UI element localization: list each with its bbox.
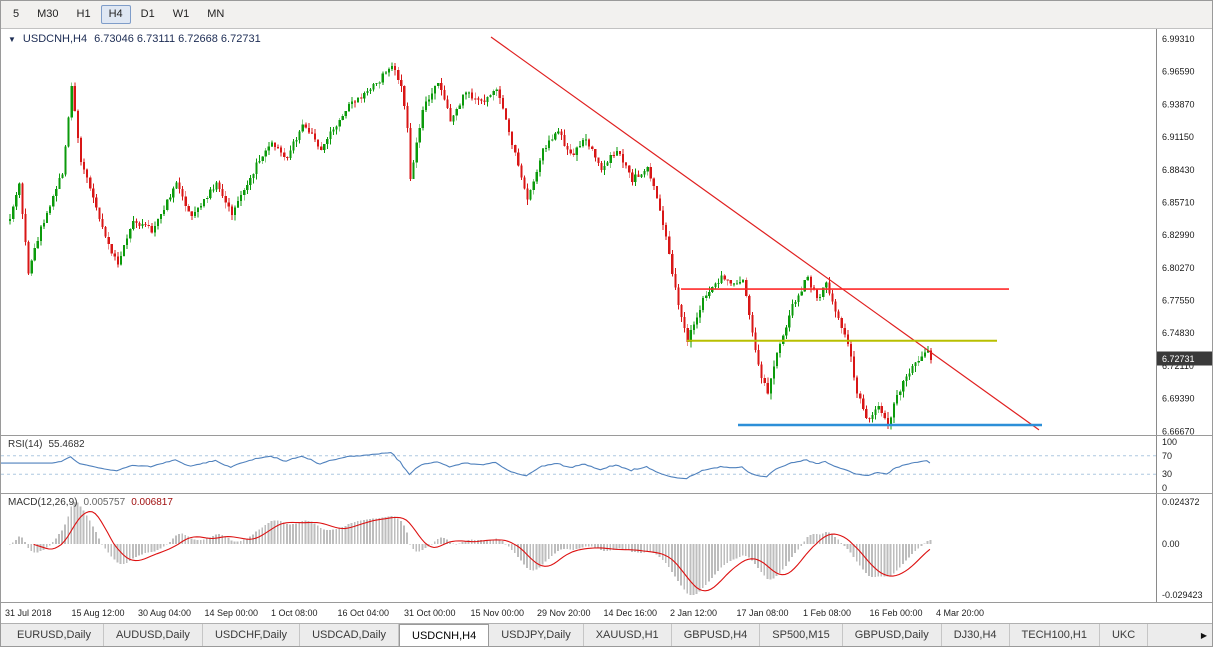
trendline[interactable] (490, 36, 1040, 431)
time-axis-label: 29 Nov 20:00 (537, 608, 591, 618)
svg-text:0: 0 (1162, 483, 1167, 493)
main-chart-panel: 6.99310 6.96590 6.93870 6.91150 6.88430 6.857… (1, 29, 1212, 435)
chart-tab-usdcnh-h4[interactable]: USDCNH,H4 (399, 624, 490, 646)
time-axis-label: 31 Jul 2018 (5, 608, 52, 618)
svg-text:100: 100 (1162, 437, 1177, 447)
time-axis-label: 2 Jan 12:00 (670, 608, 718, 618)
rsi-label: RSI(14) (8, 439, 43, 450)
time-axis-label: 16 Feb 00:00 (869, 608, 923, 618)
time-axis-label: 1 Feb 08:00 (803, 608, 852, 618)
timeframe-button-m30[interactable]: M30 (29, 5, 66, 24)
chart-symbol-label: USDCNH,H4 (22, 33, 88, 45)
chart-ohlc-values: 6.73046 6.73111 6.72668 6.72731 (94, 33, 261, 45)
svg-text:6.99310: 6.99310 (1162, 34, 1195, 44)
macd-header: MACD(12,26,9) 0.005757 0.006817 (8, 497, 173, 508)
chart-ohlc-header: ▼ USDCNH,H4 6.73046 6.73111 6.72668 6.72… (8, 33, 261, 45)
time-axis-label: 31 Oct 00:00 (404, 608, 456, 618)
macd-indicator-chart[interactable]: 0.024372 0.00 -0.029423 (1, 494, 1213, 603)
svg-text:30: 30 (1162, 469, 1172, 479)
chart-tab-gbpusd-daily[interactable]: GBPUSD,Daily (843, 624, 942, 646)
chart-tab-ukc[interactable]: UKC (1100, 624, 1149, 646)
macd-histogram (8, 502, 932, 595)
svg-text:6.88430: 6.88430 (1162, 165, 1195, 175)
timeframe-button-h1[interactable]: H1 (69, 5, 99, 24)
svg-text:6.96590: 6.96590 (1162, 67, 1195, 77)
svg-text:6.91150: 6.91150 (1162, 132, 1194, 142)
macd-label: MACD(12,26,9) (8, 497, 78, 508)
macd-main-value: 0.005757 (83, 497, 126, 508)
time-axis-label: 14 Sep 00:00 (204, 608, 259, 618)
candlestick-series (9, 62, 933, 430)
svg-text:6.77550: 6.77550 (1162, 296, 1195, 306)
rsi-panel: 100 70 30 0 RSI(14) 55.4682 (1, 435, 1213, 494)
svg-text:70: 70 (1162, 451, 1172, 461)
chart-tab-xauusd-h1[interactable]: XAUUSD,H1 (584, 624, 672, 646)
time-axis-label: 15 Aug 12:00 (71, 608, 125, 618)
time-axis-label: 4 Mar 20:00 (936, 608, 985, 618)
chart-tab-usdchf-daily[interactable]: USDCHF,Daily (203, 624, 301, 646)
rsi-indicator-chart[interactable]: 100 70 30 0 (1, 436, 1213, 494)
svg-text:6.80270: 6.80270 (1162, 263, 1195, 273)
svg-text:6.72110: 6.72110 (1162, 361, 1194, 371)
chart-tab-sp500-m15[interactable]: SP500,M15 (760, 624, 843, 646)
rsi-header: RSI(14) 55.4682 (8, 439, 85, 450)
time-axis-label: 15 Nov 00:00 (470, 608, 525, 618)
svg-text:0.024372: 0.024372 (1162, 497, 1200, 507)
chart-tab-gbpusd-h4[interactable]: GBPUSD,H4 (672, 624, 761, 646)
svg-text:-0.029423: -0.029423 (1162, 590, 1203, 600)
svg-text:6.69390: 6.69390 (1162, 394, 1195, 404)
current-price-badge: 6.72731 (1157, 351, 1212, 366)
time-axis-label: 30 Aug 04:00 (138, 608, 192, 618)
chart-tab-audusd-daily[interactable]: AUDUSD,Daily (104, 624, 203, 646)
rsi-axis-labels: 100 70 30 0 (1162, 437, 1177, 493)
chart-tab-eurusd-daily[interactable]: EURUSD,Daily (5, 624, 104, 646)
svg-text:6.74830: 6.74830 (1162, 328, 1195, 338)
price-axis-labels: 6.99310 6.96590 6.93870 6.91150 6.88430 6.857… (1162, 34, 1195, 435)
time-axis-label: 1 Oct 08:00 (271, 608, 318, 618)
timeframe-button-h4[interactable]: H4 (100, 5, 131, 24)
chart-tabs-bar: EURUSD,Daily AUDUSD,Daily USDCHF,Daily USDC… (1, 623, 1212, 646)
time-axis: 31 Jul 2018 15 Aug 12:00 30 Aug 04:00 14 Se… (1, 602, 1212, 625)
svg-text:6.82990: 6.82990 (1162, 230, 1195, 240)
price-chart[interactable]: 6.99310 6.96590 6.93870 6.91150 6.88430 6.857… (1, 29, 1213, 435)
macd-signal-value: 0.006817 (131, 497, 173, 508)
timeframe-button-w1[interactable]: W1 (165, 5, 198, 24)
rsi-line (1, 452, 931, 480)
svg-text:6.93870: 6.93870 (1162, 99, 1195, 109)
rsi-value: 55.4682 (48, 439, 85, 450)
tab-scroll-right-arrow[interactable]: ▶ (1196, 624, 1212, 646)
chart-tab-usdcad-daily[interactable]: USDCAD,Daily (300, 624, 400, 646)
svg-text:6.72731: 6.72731 (1162, 354, 1195, 364)
svg-text:6.85710: 6.85710 (1162, 198, 1195, 208)
timeframe-button-5[interactable]: 5 (5, 5, 27, 24)
time-axis-label: 14 Dec 16:00 (603, 608, 658, 618)
macd-signal-line (33, 511, 931, 592)
chart-tab-dj30-h4[interactable]: DJ30,H4 (942, 624, 1010, 646)
macd-axis-labels: 0.024372 0.00 -0.029423 (1162, 497, 1203, 600)
chart-tab-tech100-h1[interactable]: TECH100,H1 (1010, 624, 1100, 646)
macd-panel: 0.024372 0.00 -0.029423 MACD(12,26,9) 0.00… (1, 493, 1213, 603)
chevron-down-icon: ▼ (8, 34, 16, 44)
time-axis-label: 17 Jan 08:00 (736, 608, 789, 618)
svg-text:6.66670: 6.66670 (1162, 426, 1195, 435)
timeframe-button-mn[interactable]: MN (199, 5, 232, 24)
chart-stack: 6.99310 6.96590 6.93870 6.91150 6.88430 6.857… (1, 29, 1212, 625)
svg-text:0.00: 0.00 (1162, 539, 1180, 549)
chart-tab-usdjpy-daily[interactable]: USDJPY,Daily (489, 624, 584, 646)
timeframe-toolbar: 5 M30 H1 H4 D1 W1 MN (1, 1, 1212, 29)
timeframe-button-d1[interactable]: D1 (133, 5, 163, 24)
time-axis-label: 16 Oct 04:00 (337, 608, 390, 618)
